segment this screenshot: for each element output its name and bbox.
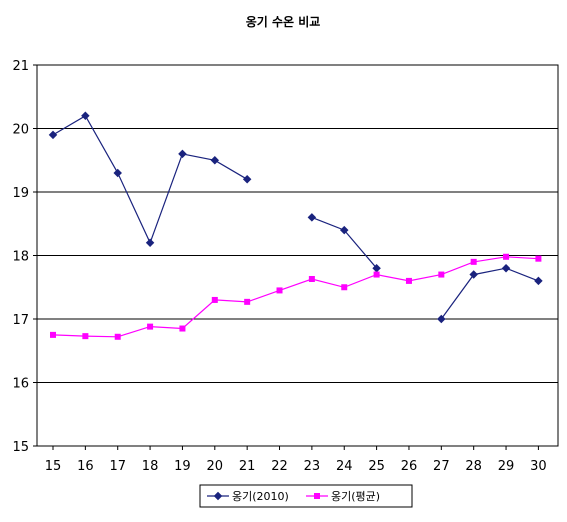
series-line-0 bbox=[440, 267, 539, 320]
data-point-square bbox=[179, 325, 186, 332]
y-tick-label: 17 bbox=[12, 313, 29, 328]
data-point-square bbox=[341, 284, 348, 291]
data-point-diamond bbox=[339, 225, 349, 235]
data-point-square bbox=[114, 333, 121, 340]
data-point-square bbox=[276, 287, 283, 294]
x-tick-label: 25 bbox=[368, 459, 385, 474]
x-tick-label: 18 bbox=[142, 459, 159, 474]
data-point-square bbox=[308, 275, 315, 282]
series-line-0 bbox=[311, 216, 378, 269]
y-tick-label: 19 bbox=[12, 186, 29, 201]
data-point-square bbox=[82, 333, 89, 340]
data-point-diamond bbox=[242, 175, 252, 184]
series-line-1 bbox=[52, 256, 539, 338]
x-tick-label: 20 bbox=[207, 459, 224, 474]
legend: 옹기(2010) 옹기(평균) bbox=[199, 484, 413, 508]
legend-marker-average bbox=[314, 493, 320, 499]
data-point-diamond bbox=[372, 263, 381, 273]
data-point-diamond bbox=[437, 314, 446, 324]
x-tick-label: 22 bbox=[271, 459, 288, 474]
x-tick-label: 30 bbox=[530, 459, 547, 474]
legend-label-average: 옹기(평균) bbox=[331, 490, 380, 503]
y-tick-label: 16 bbox=[12, 377, 29, 392]
grid-lines bbox=[36, 64, 559, 447]
data-point-diamond bbox=[48, 130, 58, 140]
y-tick-label: 18 bbox=[12, 250, 29, 265]
data-point-square bbox=[405, 277, 412, 284]
data-point-diamond bbox=[469, 270, 478, 279]
y-tick-label: 15 bbox=[12, 440, 29, 455]
x-tick-label: 26 bbox=[401, 459, 418, 474]
axes: 15 16 17 18 19 20 21 15 16 17 18 19 20 21 22 23 24 25 26 27… bbox=[12, 59, 546, 474]
x-tick-label: 21 bbox=[239, 459, 256, 474]
data-point-square bbox=[535, 255, 542, 262]
chart-title: 옹기 수온 비교 bbox=[246, 14, 321, 29]
legend-marker-2010 bbox=[213, 491, 223, 501]
data-point-square bbox=[470, 258, 477, 265]
series-0 bbox=[48, 111, 543, 324]
data-point-square bbox=[438, 271, 445, 278]
y-tick-label: 20 bbox=[12, 123, 29, 138]
y-tick-label: 21 bbox=[12, 59, 29, 74]
data-point-square bbox=[211, 296, 218, 303]
data-point-diamond bbox=[534, 276, 543, 286]
data-point-square bbox=[503, 253, 510, 260]
data-point-diamond bbox=[81, 111, 90, 121]
series-line-0 bbox=[52, 114, 248, 245]
x-tick-label: 16 bbox=[77, 459, 94, 474]
data-point-square bbox=[147, 323, 154, 330]
data-point-diamond bbox=[307, 213, 317, 222]
series-layer bbox=[48, 111, 543, 340]
x-tick-label: 23 bbox=[304, 459, 321, 474]
x-tick-label: 19 bbox=[174, 459, 191, 474]
series-1 bbox=[50, 253, 542, 340]
x-tick-label: 28 bbox=[465, 459, 482, 474]
data-point-square bbox=[373, 271, 380, 278]
data-point-square bbox=[50, 331, 56, 338]
data-point-diamond bbox=[113, 168, 122, 178]
data-point-diamond bbox=[501, 263, 511, 273]
legend-label-2010: 옹기(2010) bbox=[232, 490, 289, 503]
x-tick-label: 15 bbox=[45, 459, 62, 474]
data-point-diamond bbox=[145, 238, 155, 248]
x-tick-label: 24 bbox=[336, 459, 353, 474]
x-tick-label: 27 bbox=[433, 459, 450, 474]
data-point-diamond bbox=[210, 156, 220, 165]
x-tick-label: 17 bbox=[109, 459, 126, 474]
data-point-diamond bbox=[178, 149, 187, 159]
x-tick-label: 29 bbox=[498, 459, 515, 474]
data-point-square bbox=[244, 298, 251, 305]
